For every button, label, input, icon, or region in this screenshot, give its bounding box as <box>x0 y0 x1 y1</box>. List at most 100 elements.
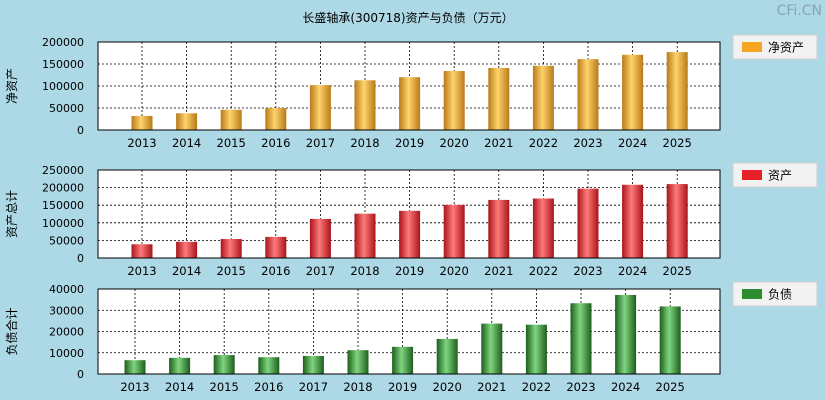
x-tick-label: 2013 <box>127 264 156 278</box>
bar-2022 <box>532 65 554 130</box>
x-tick-label: 2013 <box>120 380 149 394</box>
bar-2020 <box>443 71 465 130</box>
x-tick-label: 2014 <box>172 136 201 150</box>
y-tick-label: 0 <box>77 368 84 381</box>
x-tick-label: 2025 <box>663 264 692 278</box>
x-tick-label: 2025 <box>663 136 692 150</box>
x-tick-label: 2023 <box>573 136 602 150</box>
x-tick-label: 2021 <box>484 264 513 278</box>
x-tick-label: 2015 <box>217 264 246 278</box>
bar-2021 <box>481 323 503 374</box>
legend-label: 净资产 <box>768 41 804 55</box>
y-axis-label: 资产总计 <box>5 190 19 238</box>
bar-2016 <box>265 236 287 258</box>
bar-2016 <box>265 108 287 130</box>
bar-2013 <box>124 360 146 374</box>
x-tick-label: 2018 <box>343 380 372 394</box>
y-tick-label: 0 <box>77 124 84 137</box>
plot-border <box>97 169 721 259</box>
bar-2013 <box>131 115 153 130</box>
panel-1: 0 50000 100000 150000 200000 250000 2013 2014 20… <box>5 162 818 278</box>
x-tick-label: 2013 <box>127 136 156 150</box>
legend: 资产 <box>732 162 818 188</box>
y-tick-label: 30000 <box>49 304 84 317</box>
y-tick-label: 10000 <box>49 347 84 360</box>
bar-2024 <box>622 184 644 258</box>
x-tick-label: 2024 <box>618 264 647 278</box>
y-tick-label: 150000 <box>42 58 84 71</box>
x-tick-label: 2020 <box>433 380 462 394</box>
y-tick-label: 200000 <box>42 36 84 49</box>
bar-2019 <box>392 346 414 374</box>
y-tick-label: 150000 <box>42 199 84 212</box>
plot-border <box>97 41 721 131</box>
x-tick-label: 2020 <box>440 136 469 150</box>
bar-2015 <box>220 238 242 258</box>
x-tick-label: 2019 <box>388 380 417 394</box>
x-tick-label: 2023 <box>566 380 595 394</box>
bar-2022 <box>532 198 554 258</box>
bar-2017 <box>309 218 331 258</box>
panel-2: 0 10000 20000 30000 40000 2013 2014 2015 2016 201… <box>4 281 818 394</box>
chart-title: 长盛轴承(300718)资产与负债（万元） <box>302 10 513 25</box>
x-tick-label: 2019 <box>395 264 424 278</box>
bar-2018 <box>354 80 376 130</box>
x-tick-label: 2019 <box>395 136 424 150</box>
x-tick-label: 2015 <box>210 380 239 394</box>
bar-2015 <box>213 355 235 374</box>
x-tick-label: 2024 <box>618 136 647 150</box>
bar-2014 <box>176 113 198 130</box>
legend-swatch <box>742 170 762 180</box>
x-tick-label: 2015 <box>217 136 246 150</box>
legend: 净资产 <box>732 34 818 60</box>
bar-2020 <box>443 204 465 258</box>
bar-2023 <box>577 188 599 258</box>
x-tick-label: 2018 <box>350 136 379 150</box>
legend-swatch <box>742 42 762 52</box>
x-tick-label: 2017 <box>299 380 328 394</box>
bar-2016 <box>258 357 280 374</box>
y-tick-label: 0 <box>77 252 84 265</box>
legend-label: 资产 <box>768 169 792 183</box>
panel-0: 0 50000 100000 150000 200000 2013 2014 2015 2016… <box>5 34 818 150</box>
bar-2023 <box>570 303 592 374</box>
y-tick-label: 100000 <box>42 217 84 230</box>
x-tick-label: 2020 <box>440 264 469 278</box>
x-tick-label: 2022 <box>529 136 558 150</box>
x-tick-label: 2023 <box>573 264 602 278</box>
x-tick-label: 2021 <box>484 136 513 150</box>
y-tick-label: 250000 <box>42 164 84 177</box>
bar-2014 <box>169 357 191 374</box>
bar-2023 <box>577 59 599 130</box>
x-tick-label: 2016 <box>261 264 290 278</box>
x-tick-label: 2024 <box>611 380 640 394</box>
bar-2015 <box>220 109 242 130</box>
bar-2022 <box>525 324 547 374</box>
x-tick-label: 2022 <box>529 264 558 278</box>
y-tick-label: 40000 <box>49 283 84 296</box>
plot-border <box>97 288 721 375</box>
bar-2024 <box>615 294 637 374</box>
legend-swatch <box>742 289 762 299</box>
x-tick-label: 2014 <box>172 264 201 278</box>
bar-2017 <box>309 85 331 130</box>
bar-2013 <box>131 244 153 258</box>
y-tick-label: 50000 <box>49 102 84 115</box>
x-tick-label: 2017 <box>306 264 335 278</box>
y-tick-label: 50000 <box>49 234 84 247</box>
bar-2018 <box>347 350 369 374</box>
bar-2018 <box>354 213 376 258</box>
x-tick-label: 2022 <box>522 380 551 394</box>
x-tick-label: 2016 <box>254 380 283 394</box>
bar-2025 <box>666 52 688 131</box>
bar-2024 <box>622 54 644 131</box>
bar-2025 <box>659 306 681 374</box>
watermark: CFi.CN <box>777 3 822 19</box>
bar-2019 <box>399 77 421 130</box>
y-axis-label: 净资产 <box>5 68 19 104</box>
x-tick-label: 2018 <box>350 264 379 278</box>
bar-2019 <box>399 210 421 258</box>
bar-2020 <box>436 338 458 374</box>
